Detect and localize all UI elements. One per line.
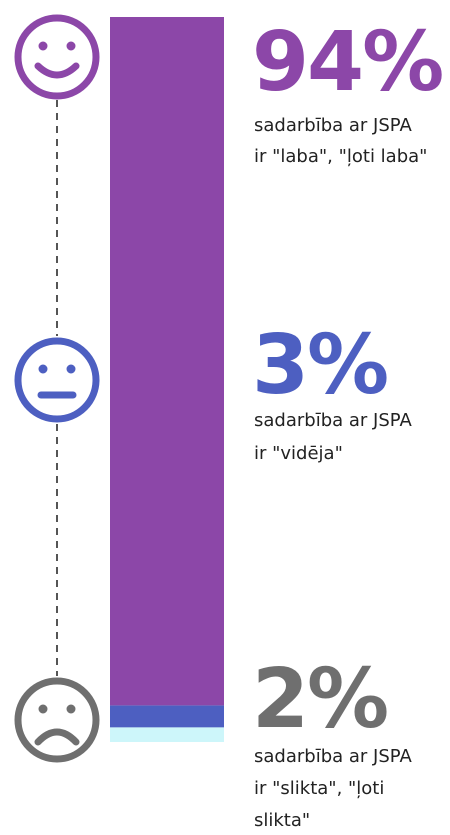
percent-label: 94% xyxy=(252,15,442,110)
description: ir "vidēja" xyxy=(254,443,343,464)
percent-label: 2% xyxy=(252,652,387,747)
description: ir "laba", "ļoti laba" xyxy=(254,146,427,167)
happy-face xyxy=(14,14,100,100)
description: sadarbība ar JSPA xyxy=(254,746,412,767)
percent-label: 3% xyxy=(252,318,387,413)
bar-segment xyxy=(110,727,224,742)
description: sadarbība ar JSPA xyxy=(254,410,412,431)
description: ir "slikta", "ļoti xyxy=(254,778,384,799)
description: sadarbība ar JSPA xyxy=(254,115,412,136)
description: slikta" xyxy=(254,810,310,831)
neutral-face xyxy=(14,337,100,423)
sad-face xyxy=(14,677,100,763)
bar-segment xyxy=(110,705,224,728)
bar-segment xyxy=(110,17,224,706)
face-icons xyxy=(14,14,100,763)
